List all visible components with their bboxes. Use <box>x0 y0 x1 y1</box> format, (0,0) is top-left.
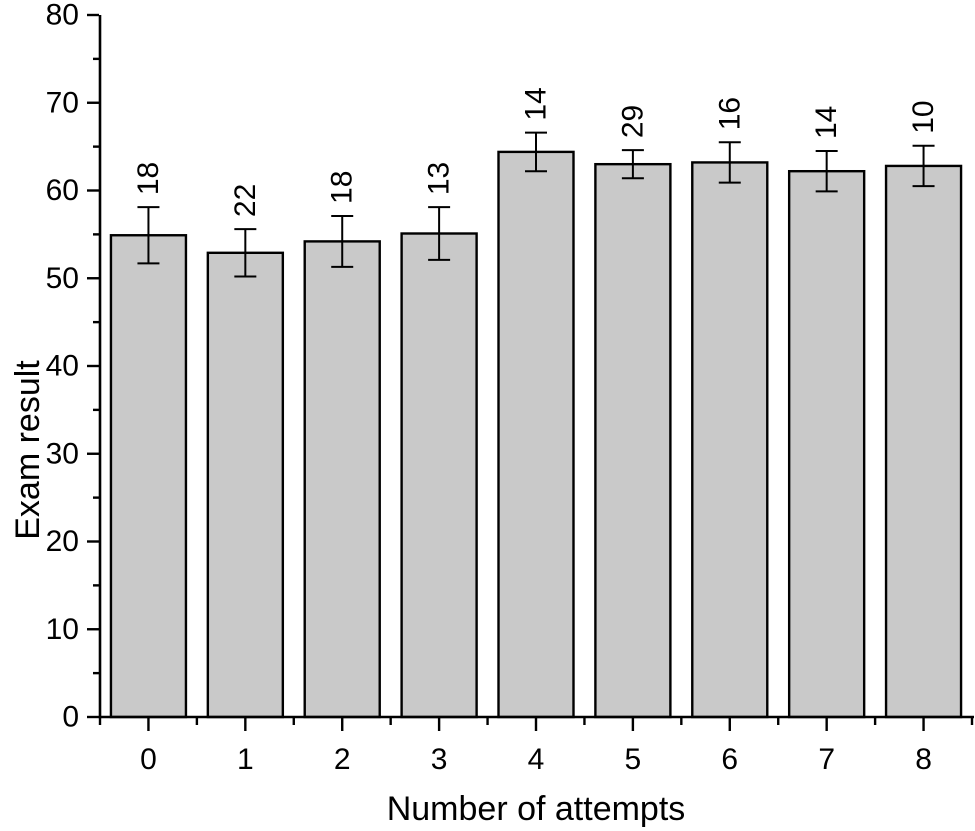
bar-count-label: 14 <box>520 87 553 120</box>
bar <box>303 240 381 719</box>
y-tick-label: 30 <box>46 437 79 470</box>
bar <box>884 164 963 719</box>
bar-count-label: 13 <box>423 162 456 195</box>
bar <box>109 234 188 719</box>
y-axis-title: Exam result <box>9 360 47 540</box>
bar <box>497 150 575 719</box>
y-tick-label: 60 <box>46 174 79 207</box>
x-tick-label: 3 <box>431 743 448 776</box>
x-tick-label: 8 <box>915 743 932 776</box>
x-tick-label: 2 <box>334 743 351 776</box>
bar-count-label: 14 <box>810 106 843 139</box>
bar <box>787 169 866 719</box>
x-tick-label: 6 <box>721 743 738 776</box>
x-tick-label: 5 <box>625 743 642 776</box>
bar <box>400 232 478 719</box>
y-tick-label: 70 <box>46 86 79 119</box>
y-tick-label: 40 <box>46 350 79 383</box>
y-tick-label: 20 <box>46 525 79 558</box>
y-tick-label: 10 <box>46 613 79 646</box>
y-tick-label: 0 <box>62 701 79 734</box>
bar <box>594 162 672 719</box>
x-tick-label: 1 <box>237 743 254 776</box>
x-tick-label: 0 <box>140 743 157 776</box>
bar <box>206 251 285 719</box>
x-tick-label: 7 <box>818 743 835 776</box>
bar-count-label: 10 <box>907 100 940 133</box>
bar-count-label: 18 <box>132 162 165 195</box>
bar-count-label: 29 <box>616 105 649 138</box>
bar-count-label: 16 <box>713 97 746 130</box>
bar-count-label: 22 <box>229 184 262 217</box>
bar-count-label: 18 <box>326 171 359 204</box>
bar <box>691 161 769 719</box>
y-tick-label: 50 <box>46 262 79 295</box>
y-tick-label: 80 <box>46 0 79 32</box>
x-tick-label: 4 <box>528 743 545 776</box>
x-axis-title: Number of attempts <box>387 790 686 828</box>
